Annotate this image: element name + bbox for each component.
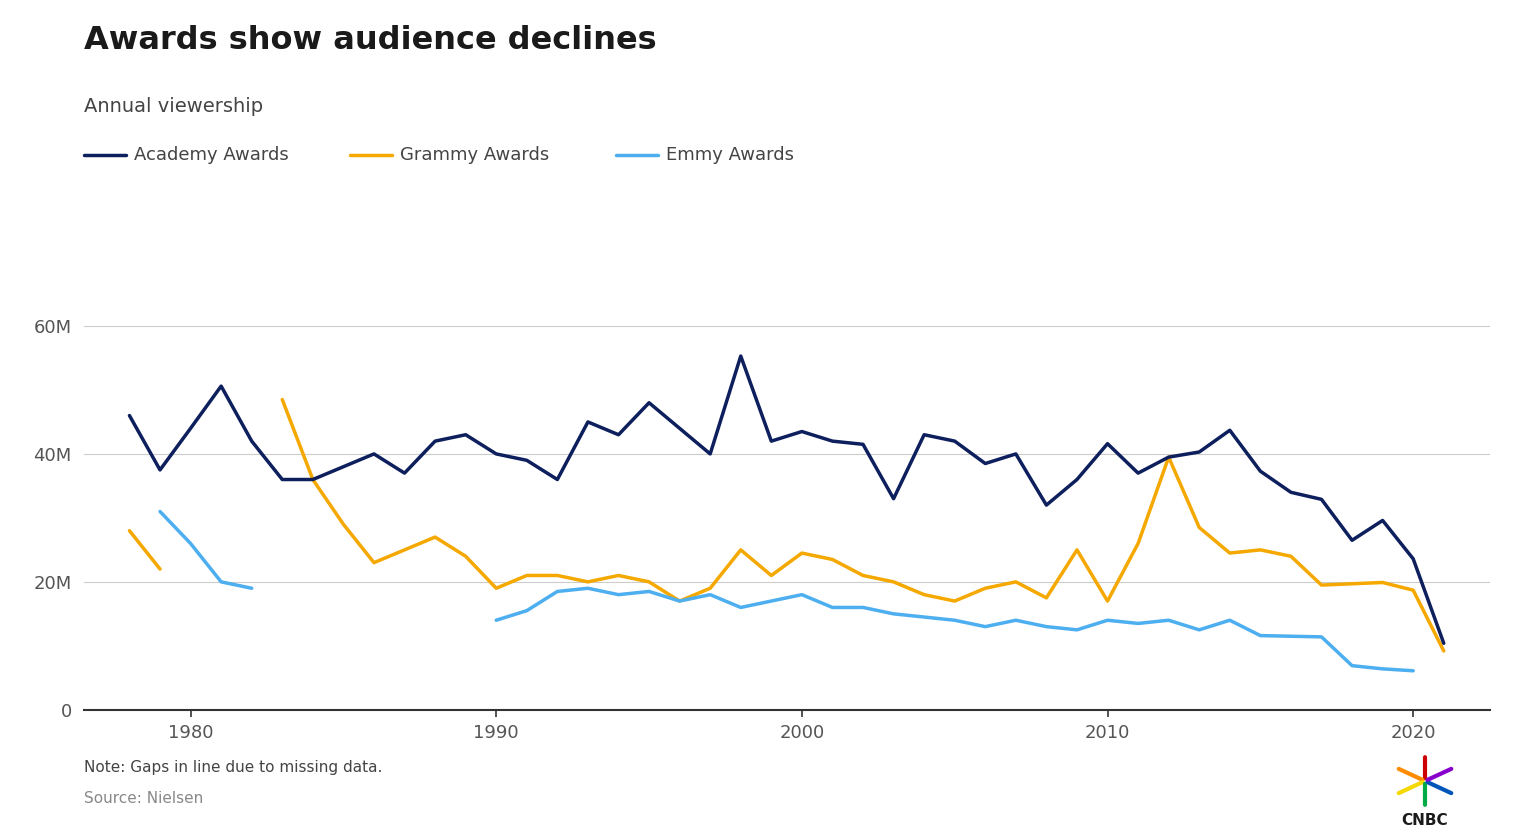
Text: Source: Nielsen: Source: Nielsen <box>84 791 202 806</box>
Text: Grammy Awards: Grammy Awards <box>400 146 549 165</box>
Text: Annual viewership: Annual viewership <box>84 97 263 116</box>
Text: Academy Awards: Academy Awards <box>134 146 289 165</box>
Text: CNBC: CNBC <box>1401 813 1449 828</box>
Text: Note: Gaps in line due to missing data.: Note: Gaps in line due to missing data. <box>84 760 382 775</box>
Text: Emmy Awards: Emmy Awards <box>666 146 793 165</box>
Text: Awards show audience declines: Awards show audience declines <box>84 25 657 56</box>
